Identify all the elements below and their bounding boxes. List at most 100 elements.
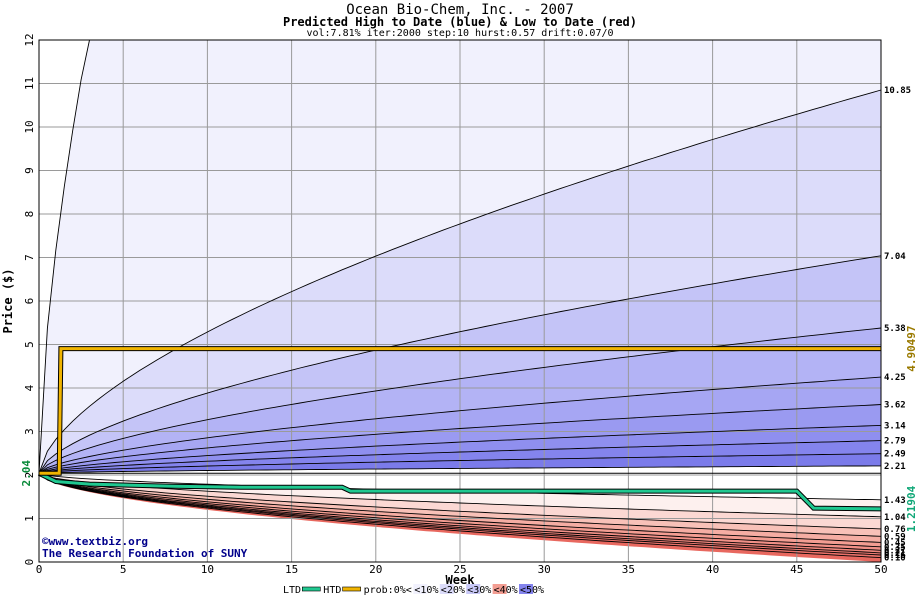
- right-value-label: 3.14: [884, 421, 906, 431]
- low-curve: [38, 472, 882, 548]
- y-tick-label: 5: [23, 341, 36, 348]
- htd-value-label-text: 4.90497: [905, 325, 918, 371]
- low-curve: [38, 472, 882, 554]
- right-value-label: 1.04: [884, 513, 906, 523]
- legend-swatch: [519, 584, 533, 594]
- x-tick-label: 50: [874, 563, 887, 576]
- ltd-value-label-text: 1.21904: [905, 485, 918, 532]
- legend-label: <50%: [520, 585, 544, 596]
- low-band: [39, 473, 881, 529]
- htd-value-label: 4.90497: [905, 325, 918, 371]
- high-curve: [38, 440, 882, 474]
- right-value-label: 10.85: [884, 86, 911, 96]
- y-tick-label: 8: [23, 211, 36, 218]
- x-tick-label: 40: [706, 563, 719, 576]
- right-value-label: 0.21: [884, 549, 906, 559]
- y-tick-label: 7: [23, 254, 36, 261]
- low-curve: [38, 472, 882, 530]
- right-value-label: 3.62: [884, 401, 906, 411]
- high-curve: [38, 327, 882, 474]
- x-tick-label: 35: [622, 563, 635, 576]
- right-value-label: 2.79: [884, 437, 906, 447]
- right-value-label: 0.59: [884, 532, 906, 542]
- legend-swatch: [439, 584, 454, 594]
- legend-label: prob:0%<: [364, 585, 412, 596]
- x-tick-label: 5: [120, 563, 127, 576]
- htd-series: [39, 347, 881, 475]
- start-price-label-text: 2.04: [20, 460, 33, 487]
- chart-title: Ocean Bio-Chem, Inc. - 2007: [346, 2, 574, 18]
- y-tick-label-text: 4: [23, 384, 36, 391]
- high-curve: [38, 465, 881, 474]
- ltd-value-label: 1.21904: [905, 485, 918, 532]
- right-value-label: 0.16: [884, 551, 906, 561]
- right-value-label: 0.76: [884, 525, 906, 535]
- right-value-label: 2.21: [884, 462, 906, 472]
- y-tick-label: 12: [23, 33, 36, 46]
- y-tick-label: 1: [23, 515, 36, 522]
- y-tick-label-text: 12: [23, 33, 36, 46]
- y-tick-label-text: 9: [23, 167, 36, 174]
- right-value-label: 4.25: [884, 373, 906, 383]
- legend-swatch: [413, 584, 428, 594]
- high-curve: [38, 376, 882, 474]
- right-value-label: 0.10: [884, 554, 906, 564]
- y-tick-label-text: 0: [23, 559, 36, 566]
- legend-swatch: [466, 584, 481, 594]
- right-value-label: 2.49: [884, 450, 906, 460]
- high-curve: [38, 404, 882, 474]
- high-band: [39, 40, 881, 474]
- ltd-series: [38, 471, 882, 511]
- legend-swatch: [492, 584, 507, 594]
- legend-label: LTD: [283, 585, 301, 596]
- high-curve: [38, 255, 882, 474]
- y-tick-label-text: 7: [23, 254, 36, 261]
- legend-label: <20%: [441, 585, 465, 596]
- y-tick-label-text: 10: [23, 120, 36, 133]
- x-tick-label: 0: [36, 563, 43, 576]
- right-value-label: 7.04: [884, 252, 906, 262]
- y-tick-label-text: 6: [23, 298, 36, 305]
- y-axis-label: Price ($): [1, 268, 15, 333]
- y-tick-label: 0: [23, 559, 36, 566]
- right-value-label: 1.43: [884, 496, 906, 506]
- x-tick-label: 15: [285, 563, 298, 576]
- x-tick-label: 10: [201, 563, 214, 576]
- right-value-label: 5.38: [884, 324, 906, 334]
- y-tick-label: 9: [23, 167, 36, 174]
- legend-label: <30%: [467, 585, 491, 596]
- low-curve: [38, 472, 882, 518]
- right-value-label: 0.45: [884, 538, 906, 548]
- legend-swatch: [301, 586, 321, 592]
- y-tick-label: 2: [23, 472, 36, 479]
- watermark-line: ©www.textbiz.org: [42, 535, 148, 548]
- y-tick-label: 6: [23, 298, 36, 305]
- watermark-line: The Research Foundation of SUNY: [42, 547, 248, 560]
- legend-swatch: [342, 586, 361, 592]
- y-tick-label-text: 11: [23, 77, 36, 90]
- chart-subtitle: Predicted High to Date (blue) & Low to D…: [282, 15, 637, 29]
- high-curve: [38, 424, 882, 474]
- x-tick-label: 45: [790, 563, 803, 576]
- x-axis-label: Week: [446, 573, 476, 587]
- y-tick-label-text: 1: [23, 515, 36, 522]
- chart-params: vol:7.81% iter:2000 step:10 hurst:0.57 d…: [306, 28, 614, 39]
- low-curve: [38, 472, 882, 559]
- y-tick-label: 4: [23, 384, 36, 391]
- y-axis-label-text: Price ($): [1, 268, 15, 333]
- start-price-label: 2.04: [20, 460, 33, 487]
- y-tick-label-text: 3: [23, 428, 36, 435]
- x-tick-label: 25: [453, 563, 466, 576]
- low-curve: [38, 472, 882, 537]
- high-curve: [38, 453, 882, 474]
- x-tick-label: 30: [538, 563, 551, 576]
- plot-border: [38, 39, 882, 563]
- right-value-label: 0.27: [884, 546, 906, 556]
- y-tick-label: 3: [23, 428, 36, 435]
- y-tick-label-text: 5: [23, 341, 36, 348]
- legend-label: <10%: [414, 585, 438, 596]
- percentile-curves: [38, 39, 882, 559]
- y-tick-label: 11: [23, 77, 36, 90]
- low-curve: [38, 472, 882, 551]
